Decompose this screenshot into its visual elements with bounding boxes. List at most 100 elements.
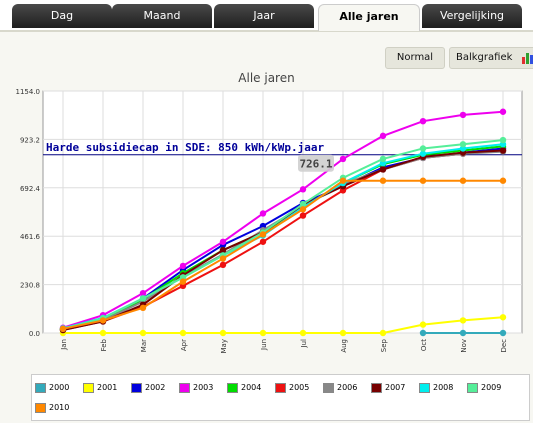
legend-label: 2007 [385, 383, 406, 392]
data-point-2003 [339, 155, 347, 163]
data-point-2001 [459, 317, 467, 324]
legend-item-2000[interactable]: 2000 [35, 381, 69, 394]
data-point-2001 [259, 329, 267, 337]
data-point-2010 [99, 317, 107, 324]
legend-label: 2001 [97, 383, 118, 392]
data-point-2009 [379, 155, 387, 163]
data-point-2003 [499, 108, 507, 115]
legend-item-2004[interactable]: 2004 [227, 381, 261, 394]
legend-item-2008[interactable]: 2008 [419, 381, 453, 394]
legend-swatch [275, 382, 286, 393]
data-point-2001 [379, 329, 387, 337]
data-point-2003 [459, 111, 467, 119]
tab-alle-jaren[interactable]: Alle jaren [318, 4, 420, 31]
y-tick-label: 1154.0 [16, 88, 41, 96]
data-point-2003 [299, 186, 307, 193]
data-point-2010 [59, 325, 67, 333]
legend-label: 2009 [481, 383, 502, 392]
series-line-2010 [62, 179, 503, 330]
data-point-2009 [499, 136, 507, 144]
data-point-2001 [339, 329, 347, 337]
data-point-2003 [179, 262, 187, 270]
series-line-2003 [62, 110, 504, 329]
y-tick-label: 692.4 [20, 185, 41, 193]
series-line-2009 [62, 139, 504, 330]
legend-swatch [35, 382, 46, 393]
y-tick-label: 923.2 [20, 136, 40, 144]
data-point-2009 [139, 295, 147, 302]
legend-item-2007[interactable]: 2007 [371, 381, 405, 394]
legend-label: 2003 [193, 383, 214, 392]
x-tick-label: May [220, 339, 228, 353]
subsidy-cap-label: Harde subsidiecap in SDE: 850 kWh/kWp.ja… [46, 141, 325, 154]
series-line-2001 [63, 316, 504, 334]
data-point-2000 [419, 329, 427, 337]
x-tick-label: Jan [60, 339, 68, 351]
legend-swatch [323, 382, 334, 393]
y-tick-label: 230.8 [20, 282, 40, 290]
data-point-2007 [379, 166, 387, 173]
tooltip-box [298, 154, 334, 172]
legend-swatch [83, 382, 94, 393]
legend-item-2003[interactable]: 2003 [179, 381, 213, 394]
legend: 2000 2001 2002 2003 2004 2005 2006 2007 2008 2009… [31, 374, 530, 421]
bar-chart-button[interactable]: Balkgrafiek [449, 47, 533, 69]
data-point-2007 [499, 147, 507, 154]
data-point-2010 [179, 278, 187, 285]
data-point-2010 [139, 304, 147, 312]
data-point-2001 [419, 321, 427, 328]
x-tick-label: Mar [140, 339, 148, 352]
legend-label: 2010 [49, 403, 70, 412]
tab-maand[interactable]: Maand [112, 4, 212, 28]
x-tick-label: Sep [380, 338, 388, 352]
data-point-2003 [419, 117, 427, 125]
data-point-2001 [219, 329, 227, 337]
data-point-2010 [339, 177, 347, 184]
legend-item-2005[interactable]: 2005 [275, 381, 309, 394]
legend-label: 2006 [337, 383, 358, 392]
chart-title: Alle jaren [238, 71, 295, 85]
tab-vergelijking[interactable]: Vergelijking [422, 4, 522, 28]
legend-item-2002[interactable]: 2002 [131, 381, 165, 394]
data-point-2010 [419, 177, 427, 184]
data-point-2003 [259, 210, 267, 217]
legend-label: 2005 [289, 383, 310, 392]
normal-button[interactable]: Normal [385, 47, 445, 69]
legend-item-2006[interactable]: 2006 [323, 381, 357, 394]
x-tick-label: Jun [260, 339, 268, 351]
tab-jaar[interactable]: Jaar [214, 4, 314, 28]
data-point-2003 [139, 289, 147, 297]
tooltip-value: 726.1 [299, 158, 332, 171]
bar-chart-icon [522, 52, 533, 64]
tab-dag[interactable]: Dag [12, 4, 112, 28]
tab-bar: Dag Maand Jaar Alle jaren Vergelijking [0, 0, 533, 32]
data-point-2007 [219, 246, 227, 254]
data-point-2010 [219, 255, 227, 262]
data-point-2010 [499, 177, 507, 184]
data-point-2001 [99, 329, 107, 337]
data-point-2005 [219, 261, 227, 269]
data-point-2010 [299, 206, 307, 213]
data-point-2005 [299, 212, 307, 219]
legend-item-2001[interactable]: 2001 [83, 381, 117, 394]
legend-item-2009[interactable]: 2009 [467, 381, 501, 394]
y-tick-label: 461.6 [20, 233, 41, 241]
legend-item-2010[interactable]: 2010 [35, 401, 69, 414]
x-tick-label: Jul [300, 339, 308, 349]
data-point-2000 [499, 329, 507, 337]
legend-swatch [131, 382, 142, 393]
x-tick-label: Feb [100, 338, 108, 351]
data-point-2010 [379, 177, 387, 184]
data-point-2005 [259, 238, 267, 245]
legend-swatch [419, 382, 430, 393]
legend-label: 2000 [49, 383, 70, 392]
x-tick-label: Apr [180, 339, 188, 351]
data-point-2001 [299, 329, 307, 337]
data-point-2009 [419, 145, 427, 152]
data-point-2010 [259, 231, 267, 238]
legend-swatch [179, 382, 190, 393]
plot-area [42, 90, 523, 334]
data-point-2003 [379, 132, 387, 140]
legend-label: 2008 [433, 383, 454, 392]
